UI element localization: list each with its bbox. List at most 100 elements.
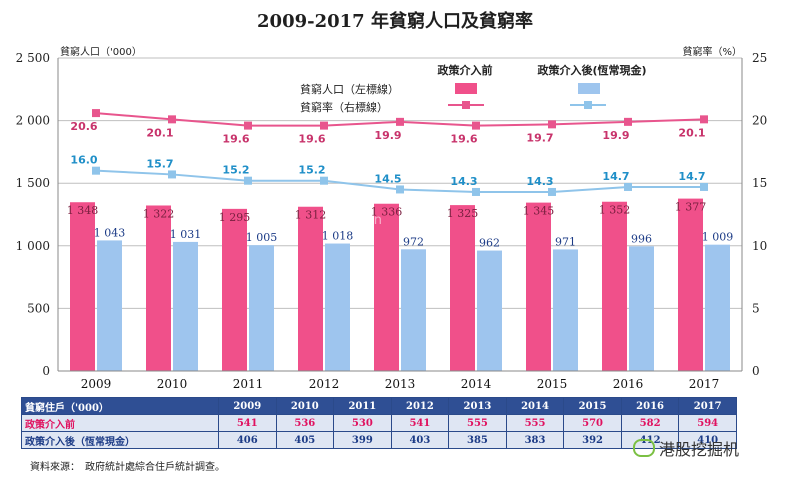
- category-label: 2016: [613, 377, 644, 391]
- table-cell: 405: [275, 431, 335, 449]
- watermark: Huabian: [328, 213, 383, 228]
- table-row-after: 政策介入後（恆常現金） 406 405 399 403 385 383 392 412 410: [21, 431, 737, 449]
- rate-after-marker: [624, 182, 632, 191]
- legend-marker-rate-after: [584, 101, 592, 109]
- wechat-icon: [633, 439, 655, 457]
- rate-after-marker: [396, 185, 404, 194]
- bar-poverty-after: [705, 244, 730, 371]
- table-year: 2015: [563, 397, 622, 415]
- axes: 0 0 500 5 1 000 10 1 500 15 2 000 20 2 500 25 2009 20…: [16, 51, 768, 391]
- right-tick-label: 20: [752, 114, 767, 128]
- rate-after-label: 15.2: [298, 164, 325, 177]
- table-cell: 403: [390, 431, 450, 449]
- rate-before-marker: [320, 121, 328, 130]
- rate-before-marker: [244, 121, 252, 130]
- rate-after-marker: [92, 166, 100, 175]
- table-year: 2017: [678, 397, 737, 415]
- left-tick-label: 500: [27, 301, 50, 315]
- bar-label-before: 1 352: [599, 204, 631, 217]
- category-label: 2012: [309, 377, 340, 391]
- table-year: 2014: [505, 397, 565, 415]
- bar-label-after: 996: [631, 232, 652, 245]
- bar-label-after: 962: [479, 237, 500, 250]
- bar-poverty-before: [146, 205, 171, 371]
- legend-row-rate: 貧窮率（右標線）: [300, 100, 388, 114]
- legend-swatch-pop-after: [578, 83, 600, 94]
- right-tick-label: 5: [752, 301, 760, 315]
- bar-poverty-after: [249, 245, 274, 371]
- bar-poverty-after: [477, 250, 502, 371]
- rate-after-label: 15.7: [146, 157, 173, 170]
- bar-label-before: 1 325: [447, 207, 479, 220]
- rate-before-label: 19.9: [602, 129, 629, 142]
- bar-poverty-before: [450, 205, 475, 371]
- chart-title: 2009-2017 年貧窮人口及貧窮率: [257, 10, 533, 32]
- bar-label-after: 1 009: [702, 231, 734, 244]
- rate-after-label: 14.3: [526, 175, 553, 188]
- bar-label-before: 1 377: [675, 201, 707, 214]
- rate-before-label: 19.6: [222, 133, 249, 146]
- bar-label-after: 1 031: [170, 228, 202, 241]
- rate-before-marker: [624, 117, 632, 126]
- category-label: 2009: [81, 377, 112, 391]
- bar-label-before: 1 336: [371, 206, 403, 219]
- bar-poverty-after: [629, 246, 654, 371]
- table-year: 2012: [390, 397, 450, 415]
- category-label: 2014: [461, 377, 492, 391]
- right-tick-label: 25: [752, 51, 767, 65]
- category-label: 2015: [537, 377, 568, 391]
- bar-poverty-after: [97, 240, 122, 371]
- table-cell: 570: [563, 414, 622, 432]
- left-tick-label: 1 500: [16, 176, 50, 190]
- table-cell: 383: [505, 431, 565, 449]
- bar-poverty-after: [325, 243, 350, 371]
- rate-lines: 20.6 20.1 19.6 19.6 19.9 19.6 19.7 19.9 20.1 16.0…: [70, 109, 708, 196]
- rate-after-label: 15.2: [222, 164, 249, 177]
- rate-after-label: 14.3: [450, 175, 477, 188]
- bar-label-after: 1 043: [94, 226, 126, 239]
- source-note: 資料來源： 政府統計處綜合住戶統計調查。: [30, 462, 225, 473]
- rate-before-marker: [168, 115, 176, 124]
- legend-row-population: 貧窮人口（左標線）: [300, 82, 399, 96]
- rate-after-label: 16.0: [70, 154, 97, 167]
- table-row-label: 政策介入前: [21, 414, 219, 432]
- wechat-badge: 港股挖掘机: [633, 436, 739, 460]
- table-year: 2011: [333, 397, 392, 415]
- rate-after-marker: [168, 170, 176, 179]
- category-label: 2017: [689, 377, 720, 391]
- bar-poverty-before: [602, 201, 627, 371]
- table-cell: 555: [448, 414, 507, 432]
- rate-before-label: 19.6: [450, 133, 477, 146]
- left-tick-label: 2 500: [16, 51, 50, 65]
- table-header-row: 貧窮住戶（'000） 2009 2010 2011 2012 2013 2014 2015 20…: [21, 397, 737, 415]
- rate-before-marker: [700, 115, 708, 124]
- table-cell: 536: [275, 414, 335, 432]
- rate-before-marker: [548, 120, 556, 129]
- rate-before-label: 19.6: [298, 133, 325, 146]
- left-tick-label: 1 000: [16, 239, 50, 253]
- table-cell: 594: [678, 414, 737, 432]
- badge-text: 港股挖掘机: [659, 440, 740, 459]
- bar-label-after: 972: [403, 235, 424, 248]
- rate-before-label: 20.1: [146, 126, 173, 139]
- table-cell: 392: [563, 431, 622, 449]
- rate-before-marker: [92, 109, 100, 118]
- right-tick-label: 15: [752, 176, 767, 190]
- bar-label-before: 1 348: [67, 204, 99, 217]
- table-cell: 410: [678, 431, 737, 449]
- table-year: 2010: [275, 397, 335, 415]
- legend-marker-rate-before: [462, 101, 470, 109]
- bar-label-after: 1 005: [246, 231, 278, 244]
- table-cell: 406: [218, 431, 277, 449]
- rate-after-marker: [320, 176, 328, 185]
- legend-header-after: 政策介入後(恆常現金): [537, 63, 646, 77]
- bar-label-before: 1 312: [295, 209, 327, 222]
- table-row-label: 政策介入後（恆常現金）: [21, 431, 219, 449]
- households-table: 貧窮住戶（'000） 2009 2010 2011 2012 2013 2014 2015 20…: [21, 397, 737, 449]
- bar-label-before: 1 345: [523, 205, 555, 218]
- legend-header-before: 政策介入前: [438, 63, 493, 77]
- table-cell: 541: [218, 414, 277, 432]
- rate-after-marker: [548, 187, 556, 196]
- rate-before-label: 20.6: [70, 120, 97, 133]
- poverty-chart: 2009-2017 年貧窮人口及貧窮率 貧窮人口（'000） 貧窮率（%） 1 …: [16, 10, 768, 391]
